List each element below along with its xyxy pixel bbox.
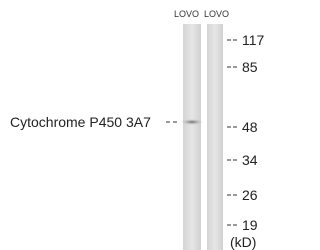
marker-label: 19 [242,217,258,233]
blot-figure: LOVO LOVO Cytochrome P450 3A7 117 85 48 … [0,0,268,250]
lane-label: LOVO [174,9,199,19]
markers: 117 85 48 34 26 19 (kD) [227,32,265,250]
unit-label: (kD) [230,234,256,250]
marker-label: 117 [242,32,265,48]
lane [207,24,223,250]
marker-label: 34 [242,152,258,168]
marker-label: 26 [242,187,258,203]
marker-label: 48 [242,119,258,135]
band [181,119,203,125]
target-label: Cytochrome P450 3A7 [10,114,151,130]
marker-label: 85 [242,59,258,75]
lane [183,24,201,250]
page: LOVO LOVO Cytochrome P450 3A7 117 85 48 … [0,0,320,250]
lane-label: LOVO [204,9,229,19]
